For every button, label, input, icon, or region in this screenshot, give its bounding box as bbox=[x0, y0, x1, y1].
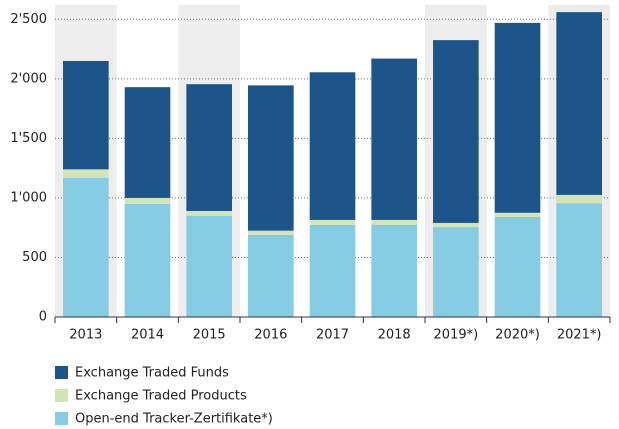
bar-segment bbox=[248, 234, 294, 317]
y-tick-label: 1'500 bbox=[10, 131, 47, 146]
bar-segment bbox=[248, 85, 294, 231]
x-tick-label: 2020*) bbox=[495, 328, 540, 343]
bar-segment bbox=[124, 197, 171, 204]
bar-segment bbox=[433, 227, 479, 317]
bar-segment bbox=[186, 84, 232, 212]
x-tick-label: 2019*) bbox=[434, 328, 479, 343]
bar-segment bbox=[309, 72, 356, 220]
bar-segment bbox=[248, 230, 294, 235]
bar-segment bbox=[186, 211, 232, 216]
bar-segment bbox=[371, 224, 417, 317]
bar-segment bbox=[494, 212, 541, 217]
legend-swatch bbox=[55, 412, 68, 425]
legend-label: Exchange Traded Funds bbox=[75, 366, 229, 381]
y-tick-label: 2'000 bbox=[10, 71, 47, 86]
bar-segment bbox=[494, 216, 541, 317]
y-tick-label: 0 bbox=[39, 310, 47, 325]
legend-swatch bbox=[55, 389, 68, 402]
bar-segment bbox=[309, 224, 356, 317]
legend-label: Open-end Tracker-Zertifikate*) bbox=[75, 412, 273, 427]
x-tick-label: 2018 bbox=[378, 328, 411, 343]
bar-segment bbox=[433, 40, 479, 223]
x-tick-label: 2017 bbox=[316, 328, 349, 343]
bar-segment bbox=[556, 194, 602, 204]
bar-segment bbox=[124, 87, 171, 198]
bar-segment bbox=[371, 58, 417, 220]
bar-segment bbox=[63, 169, 109, 178]
x-tick-label: 2014 bbox=[131, 328, 164, 343]
bar-segment bbox=[556, 203, 602, 317]
bar-segment bbox=[433, 222, 479, 228]
bar-segment bbox=[309, 219, 356, 225]
x-tick-label: 2021*) bbox=[557, 328, 602, 343]
x-tick-label: 2013 bbox=[69, 328, 102, 343]
bar-segment bbox=[371, 219, 417, 225]
bar-segment bbox=[186, 215, 232, 317]
bar-segment bbox=[63, 60, 109, 170]
y-tick-label: 1'000 bbox=[10, 190, 47, 205]
legend-label: Exchange Traded Products bbox=[75, 389, 247, 404]
x-tick-label: 2015 bbox=[193, 328, 226, 343]
bar-segment bbox=[63, 177, 109, 317]
x-tick-label: 2016 bbox=[254, 328, 287, 343]
bar-segment bbox=[494, 22, 541, 213]
bar-segment bbox=[124, 203, 171, 317]
y-tick-label: 500 bbox=[22, 250, 47, 265]
bar-segment bbox=[556, 12, 602, 195]
y-tick-label: 2'500 bbox=[10, 12, 47, 27]
legend-swatch bbox=[55, 366, 68, 379]
